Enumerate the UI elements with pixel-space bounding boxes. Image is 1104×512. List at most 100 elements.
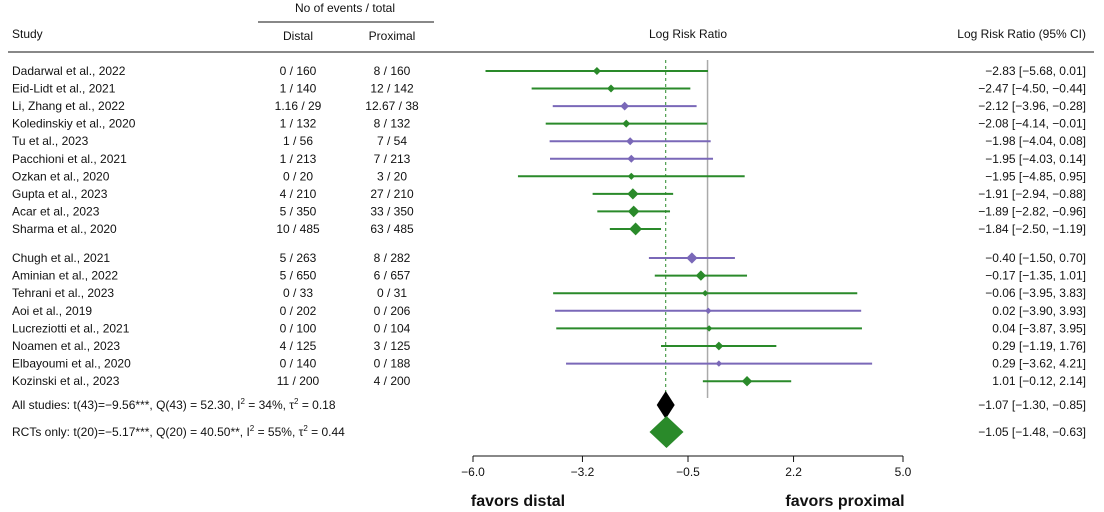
distal-events: 4 / 125 — [280, 339, 317, 353]
proximal-events: 3 / 20 — [377, 169, 407, 183]
distal-events: 0 / 160 — [280, 64, 317, 78]
proximal-events: 4 / 200 — [374, 374, 411, 388]
point-estimate — [622, 119, 631, 128]
point-estimate — [626, 137, 635, 146]
distal-events: 0 / 140 — [280, 357, 317, 371]
x-tick-label: −3.2 — [571, 465, 595, 479]
study-name: Aminian et al., 2022 — [12, 269, 118, 283]
distal-events: 4 / 210 — [280, 187, 317, 201]
proximal-events: 0 / 206 — [374, 304, 411, 318]
proximal-events: 8 / 282 — [374, 251, 411, 265]
distal-events: 1 / 132 — [280, 117, 317, 131]
summary-label: All studies: t(43)=−9.56***, Q(43) = 52.… — [12, 397, 336, 412]
point-estimate — [627, 188, 639, 200]
summary-diamond — [649, 416, 684, 448]
distal-events: 0 / 100 — [280, 321, 317, 335]
distal-events: 5 / 263 — [280, 251, 317, 265]
ci-value: −2.08 [−4.14, −0.01] — [978, 117, 1086, 131]
point-estimate — [705, 307, 712, 314]
ci-value: 0.29 [−1.19, 1.76] — [992, 339, 1086, 353]
ci-value: −2.12 [−3.96, −0.28] — [978, 99, 1086, 113]
x-tick-label: 2.2 — [785, 465, 802, 479]
x-tick-label: −6.0 — [461, 465, 485, 479]
plot-header: Log Risk Ratio — [649, 27, 727, 41]
x-axis: −6.0 −3.2 −0.5 2.2 5.0 favors distal favors pr… — [461, 455, 912, 510]
distal-events: 0 / 20 — [283, 169, 313, 183]
study-name: Eid-Lidt et al., 2021 — [12, 82, 116, 96]
study-name: Elbayoumi et al., 2020 — [12, 357, 131, 371]
proximal-events: 7 / 54 — [377, 134, 407, 148]
distal-events: 0 / 33 — [283, 286, 313, 300]
proximal-events: 7 / 213 — [374, 152, 411, 166]
ci-value: −2.83 [−5.68, 0.01] — [985, 64, 1086, 78]
summary-label: RCTs only: t(20)=−5.17***, Q(20) = 40.50… — [12, 424, 345, 439]
study-name: Gupta et al., 2023 — [12, 187, 108, 201]
x-tick-label: −0.5 — [676, 465, 700, 479]
study-name: Chugh et al., 2021 — [12, 251, 110, 265]
study-rows: Dadarwal et al., 2022 0 / 160 8 / 160 −2.83… — [12, 64, 1086, 388]
proximal-events: 8 / 160 — [374, 64, 411, 78]
ci-value: 1.01 [−0.12, 2.14] — [992, 374, 1086, 388]
distal-events: 1 / 213 — [280, 152, 317, 166]
point-estimate — [592, 67, 601, 75]
distal-events: 1 / 56 — [283, 134, 313, 148]
ci-value: −1.89 [−2.82, −0.96] — [978, 204, 1086, 218]
study-name: Aoi et al., 2019 — [12, 304, 92, 318]
point-estimate — [715, 360, 723, 367]
study-name: Lucreziotti et al., 2021 — [12, 321, 130, 335]
study-name: Ozkan et al., 2020 — [12, 169, 110, 183]
summary-ci-value: −1.05 [−1.48, −0.63] — [978, 425, 1086, 439]
study-name: Kozinski et al., 2023 — [12, 374, 120, 388]
ci-value: 0.02 [−3.90, 3.93] — [992, 304, 1086, 318]
ci-value: −2.47 [−4.50, −0.44] — [978, 82, 1086, 96]
study-header: Study — [12, 27, 43, 41]
ci-value: −1.95 [−4.85, 0.95] — [985, 169, 1086, 183]
ci-value: −1.84 [−2.50, −1.19] — [978, 222, 1086, 236]
point-estimate — [741, 376, 753, 387]
proximal-events: 6 / 657 — [374, 269, 411, 283]
ci-value: 0.04 [−3.87, 3.95] — [992, 321, 1086, 335]
point-estimate — [695, 270, 707, 281]
group-header: No of events / total — [295, 1, 395, 15]
proximal-events: 12.67 / 38 — [365, 99, 419, 113]
proximal-events: 27 / 210 — [370, 187, 414, 201]
point-estimate — [686, 252, 698, 264]
point-estimate — [702, 290, 709, 297]
study-name: Koledinskiy et al., 2020 — [12, 117, 136, 131]
study-name: Sharma et al., 2020 — [12, 222, 117, 236]
proximal-events: 8 / 132 — [374, 117, 411, 131]
proximal-events: 63 / 485 — [370, 222, 414, 236]
study-name: Tehrani et al., 2023 — [12, 286, 114, 300]
distal-header: Distal — [283, 29, 313, 43]
favors-left-label: favors distal — [471, 493, 565, 510]
proximal-events: 0 / 104 — [374, 321, 411, 335]
point-estimate — [629, 222, 643, 236]
point-estimate — [620, 101, 630, 111]
study-name: Acar et al., 2023 — [12, 204, 100, 218]
ci-value: −1.98 [−4.04, 0.08] — [985, 134, 1086, 148]
point-estimate — [627, 172, 635, 180]
distal-events: 1.16 / 29 — [275, 99, 322, 113]
ci-value: −1.95 [−4.03, 0.14] — [985, 152, 1086, 166]
summary-diamond — [656, 391, 675, 419]
ci-value: −1.91 [−2.94, −0.88] — [978, 187, 1086, 201]
study-name: Li, Zhang et al., 2022 — [12, 99, 125, 113]
proximal-events: 3 / 125 — [374, 339, 411, 353]
ci-value: 0.29 [−3.62, 4.21] — [992, 357, 1086, 371]
distal-events: 5 / 350 — [280, 204, 317, 218]
x-tick-label: 5.0 — [895, 465, 912, 479]
distal-events: 1 / 140 — [280, 82, 317, 96]
proximal-events: 33 / 350 — [370, 204, 414, 218]
proximal-events: 0 / 31 — [377, 286, 407, 300]
reference-lines — [665, 60, 709, 450]
proximal-header: Proximal — [369, 29, 416, 43]
proximal-events: 12 / 142 — [370, 82, 414, 96]
distal-events: 10 / 485 — [276, 222, 320, 236]
proximal-events: 0 / 188 — [374, 357, 411, 371]
distal-events: 11 / 200 — [277, 374, 320, 388]
study-name: Dadarwal et al., 2022 — [12, 64, 126, 78]
study-name: Tu et al., 2023 — [12, 134, 89, 148]
point-estimate — [627, 154, 636, 163]
ci-header: Log Risk Ratio (95% CI) — [957, 27, 1086, 41]
